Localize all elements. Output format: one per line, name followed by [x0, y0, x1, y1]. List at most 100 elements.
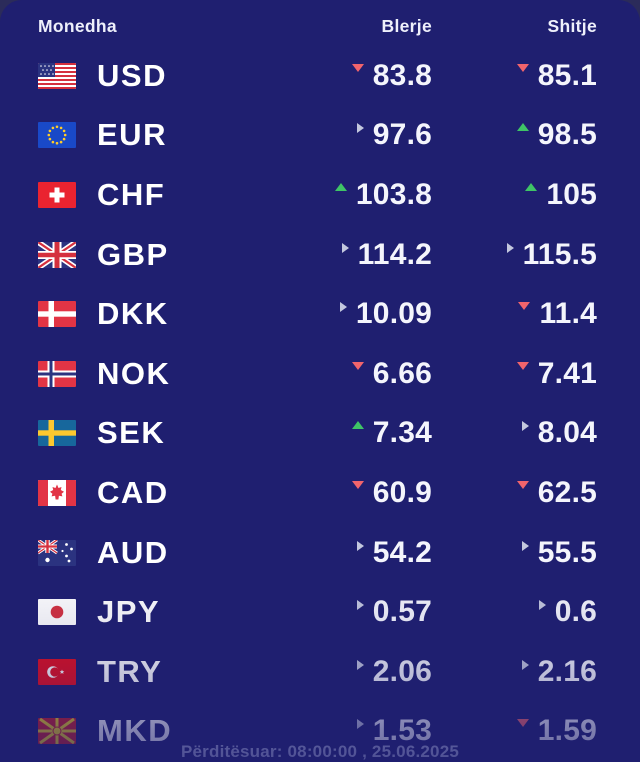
sell-rate-cell: 0.6 [432, 595, 597, 629]
trend-up-icon [525, 182, 538, 191]
buy-rate-value: 0.57 [372, 595, 432, 629]
trend-up-icon [351, 421, 364, 430]
buy-rate-value: 97.6 [372, 118, 432, 152]
sell-rate-cell: 98.5 [432, 118, 597, 152]
currency-row-dkk: DKK 10.09 11.4 [0, 284, 640, 344]
column-header-sell: Shitje [547, 15, 597, 36]
buy-rate-cell: 114.2 [282, 238, 432, 272]
buy-rate-cell: 10.09 [282, 297, 432, 331]
se-flag-icon [38, 420, 76, 447]
sell-rate-cell: 2.16 [432, 655, 597, 689]
buy-rate-value: 2.06 [372, 654, 432, 688]
sell-rate-value: 7.41 [537, 356, 597, 390]
sell-rate-cell: 11.4 [432, 297, 597, 331]
sell-rate-value: 8.04 [537, 416, 597, 450]
currency-code: TRY [97, 653, 163, 689]
buy-rate-cell: 6.66 [282, 357, 432, 391]
currency-row-aud: AUD 54.2 55.5 [0, 523, 640, 583]
currency-code: SEK [97, 415, 166, 451]
au-flag-icon [38, 539, 76, 566]
currency-row-sek: SEK 7.34 8.04 [0, 404, 640, 464]
sell-rate-cell: 105 [432, 178, 597, 212]
jp-flag-icon [38, 599, 76, 626]
sell-rate-value: 98.5 [537, 118, 597, 152]
sell-rate-value: 55.5 [537, 535, 597, 569]
us-flag-icon [38, 62, 76, 89]
trend-flat-icon [521, 540, 529, 551]
sell-rate-value: 105 [546, 177, 597, 211]
sell-rate-value: 2.16 [537, 654, 597, 688]
currency-code: NOK [97, 355, 171, 391]
buy-rate-value: 10.09 [355, 297, 432, 331]
currency-code: DKK [97, 296, 169, 332]
currency-cell: AUD [38, 535, 282, 571]
last-updated-text: Përditësuar: 08:00:00 , 25.06.2025 [180, 742, 460, 761]
currency-cell: JPY [38, 594, 282, 630]
mk-flag-icon [38, 718, 76, 745]
currency-cell: CAD [38, 475, 282, 511]
buy-rate-value: 114.2 [357, 237, 432, 271]
dk-flag-icon [38, 301, 76, 328]
currency-row-eur: EUR 97.6 98.5 [0, 106, 640, 166]
sell-rate-value: 62.5 [537, 475, 597, 509]
trend-flat-icon [356, 123, 364, 134]
currency-row-gbp: GBP 114.2 115.5 [0, 225, 640, 285]
currency-code: CHF [97, 176, 166, 212]
currency-cell: EUR [38, 117, 282, 153]
buy-rate-value: 83.8 [372, 58, 432, 92]
trend-down-icon [518, 302, 531, 311]
trend-down-icon [516, 719, 529, 728]
buy-rate-cell: 83.8 [282, 59, 432, 93]
sell-rate-value: 115.5 [522, 237, 597, 271]
eu-flag-icon [38, 122, 76, 149]
buy-rate-cell: 7.34 [282, 416, 432, 450]
trend-down-icon [351, 480, 364, 489]
trend-flat-icon [356, 600, 364, 611]
trend-flat-icon [506, 242, 514, 253]
currency-cell: GBP [38, 237, 282, 273]
buy-rate-value: 60.9 [372, 475, 432, 509]
buy-rate-cell: 60.9 [282, 476, 432, 510]
trend-flat-icon [356, 719, 364, 730]
currency-code: CAD [97, 474, 169, 510]
sell-rate-cell: 55.5 [432, 536, 597, 570]
trend-flat-icon [356, 540, 364, 551]
trend-down-icon [516, 63, 529, 72]
trend-down-icon [351, 63, 364, 72]
buy-rate-cell: 2.06 [282, 655, 432, 689]
trend-flat-icon [538, 600, 546, 611]
trend-flat-icon [339, 302, 347, 313]
sell-rate-value: 85.1 [537, 58, 597, 92]
currency-row-nok: NOK 6.66 7.41 [0, 344, 640, 404]
currency-cell: USD [38, 58, 282, 94]
currency-cell: CHF [38, 177, 282, 213]
sell-rate-cell: 62.5 [432, 476, 597, 510]
trend-flat-icon [521, 421, 529, 432]
sell-rate-cell: 115.5 [432, 238, 597, 272]
currency-row-chf: CHF 103.8 105 [0, 165, 640, 225]
currency-code: USD [97, 57, 167, 93]
trend-up-icon [516, 123, 529, 132]
ch-flag-icon [38, 181, 76, 208]
currency-cell: TRY [38, 654, 282, 690]
sell-rate-cell: 8.04 [432, 416, 597, 450]
buy-rate-cell: 97.6 [282, 118, 432, 152]
sell-rate-value: 0.6 [554, 595, 597, 629]
currency-row-jpy: JPY 0.57 0.6 [0, 582, 640, 642]
trend-down-icon [516, 480, 529, 489]
buy-rate-cell: 0.57 [282, 595, 432, 629]
table-header: Monedha Blerje Shitje [0, 0, 640, 46]
currency-code: JPY [97, 594, 161, 630]
currency-row-try: TRY 2.06 2.16 [0, 642, 640, 702]
currency-cell: DKK [38, 296, 282, 332]
currency-row-cad: CAD 60.9 62.5 [0, 463, 640, 523]
trend-flat-icon [341, 242, 349, 253]
sell-rate-value: 11.4 [539, 297, 597, 331]
currency-code: AUD [97, 534, 169, 570]
currency-row-usd: USD 83.8 85.1 [0, 46, 640, 106]
buy-rate-value: 7.34 [372, 416, 432, 450]
gb-flag-icon [38, 241, 76, 268]
ca-flag-icon [38, 479, 76, 506]
